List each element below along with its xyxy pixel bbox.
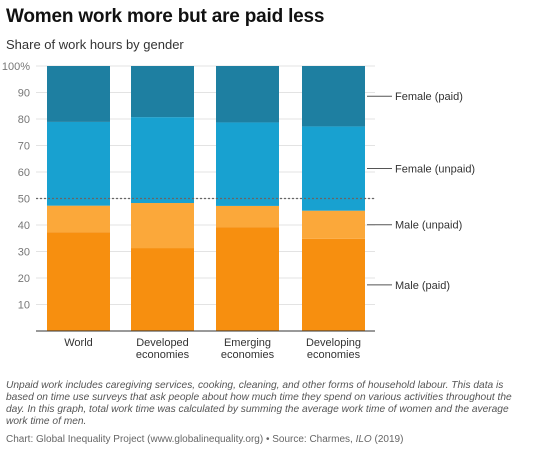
bar-female-unpaid [47,121,110,206]
bar-male-unpaid [216,205,279,228]
legend-label: Female (unpaid) [395,164,475,176]
legend-label: Female (paid) [395,91,463,103]
y-tick-label: 40 [18,220,30,232]
x-category-label: Developed [136,337,189,349]
source-text: Chart: Global Inequality Project (www.gl… [6,434,356,445]
bar-female-paid [131,66,194,118]
x-category-label: World [64,337,93,349]
source-org: ILO [355,434,372,445]
y-tick-label: 100% [2,61,30,73]
bar-male-unpaid [47,205,110,233]
legend-label: Male (unpaid) [395,220,462,232]
chart-source: Chart: Global Inequality Project (www.gl… [6,434,403,445]
y-tick-label: 20 [18,273,30,285]
bar-male-paid [302,238,365,331]
bar-female-paid [47,66,110,122]
bar-female-paid [302,66,365,127]
y-tick-label: 70 [18,141,30,153]
chart-title: Women work more but are paid less [6,6,325,27]
y-tick-label: 80 [18,114,30,126]
x-category-label: economies [307,349,361,361]
y-tick-label: 50 [18,194,30,206]
y-tick-label: 90 [18,88,30,100]
bar-female-unpaid [302,126,365,211]
bar-male-unpaid [131,203,194,249]
bar-female-paid [216,66,279,123]
bar-male-paid [47,232,110,331]
y-tick-label: 60 [18,167,30,179]
chart-note: Unpaid work includes caregiving services… [6,380,512,427]
x-category-label: economies [136,349,190,361]
legend-label: Male (paid) [395,280,450,292]
bar-male-unpaid [302,210,365,239]
bar-male-paid [131,248,194,331]
y-tick-label: 30 [18,247,30,259]
y-tick-label: 10 [18,300,30,312]
bar-male-paid [216,227,279,331]
bar-female-unpaid [216,122,279,206]
x-category-label: economies [221,349,275,361]
x-category-label: Developing [306,337,361,349]
x-category-label: Emerging [224,337,271,349]
chart-subtitle: Share of work hours by gender [6,37,184,52]
bar-female-unpaid [131,117,194,204]
source-year: (2019) [371,434,404,445]
